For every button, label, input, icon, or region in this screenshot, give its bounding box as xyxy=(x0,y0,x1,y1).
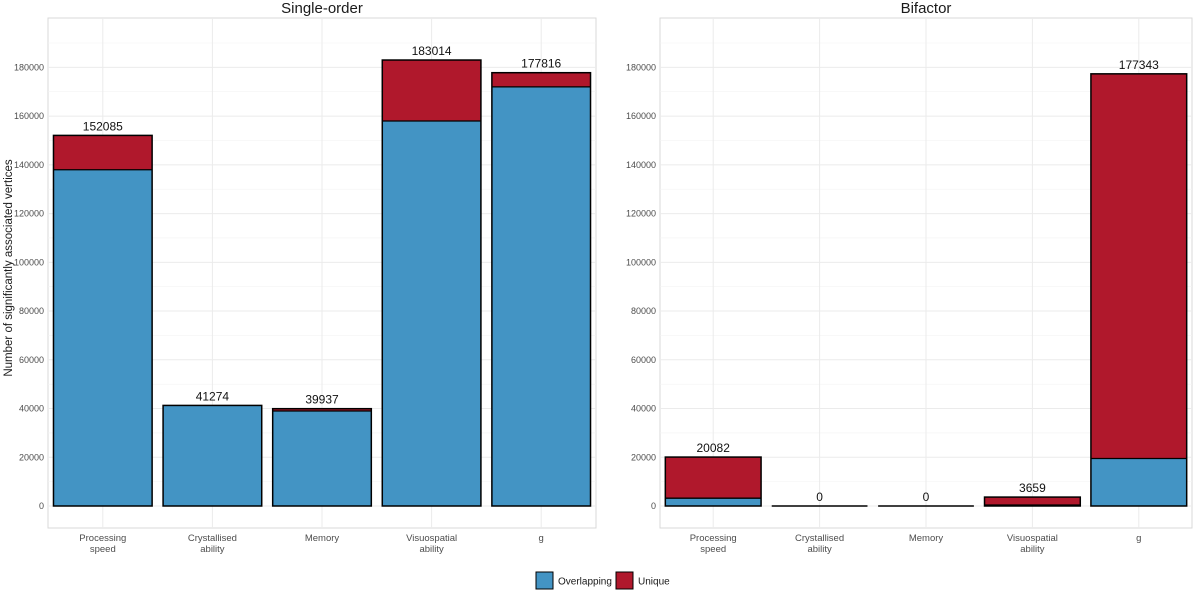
y-tick-label: 40000 xyxy=(19,404,44,414)
x-tick-label: Processing speed xyxy=(690,533,737,555)
bar-outline xyxy=(162,404,263,507)
y-tick-label: 160000 xyxy=(14,111,44,121)
x-tick-label: g xyxy=(1136,533,1141,544)
y-tick-label: 60000 xyxy=(19,355,44,365)
x-tick-label: g xyxy=(539,533,544,544)
bar-outline xyxy=(381,59,482,507)
legend-label-unique: Unique xyxy=(638,577,670,588)
bar-total-label: 0 xyxy=(923,490,930,504)
legend-key-overlapping xyxy=(535,571,554,590)
panels: 0 20000 40000 60000 80000 100000 120000 140000 1… xyxy=(14,0,1193,555)
bar-total-label: 183014 xyxy=(412,44,452,58)
legend-key-unique xyxy=(615,571,634,590)
bar-segment-unique xyxy=(665,457,762,499)
bar-segment-unique xyxy=(984,497,1081,506)
bar-outline xyxy=(664,456,762,507)
bar-total-label: 39937 xyxy=(305,393,339,407)
y-tick-label: 120000 xyxy=(14,209,44,219)
bar-segment-unique xyxy=(491,72,591,87)
bar-segment-overlapping xyxy=(382,120,481,507)
bar-outline xyxy=(983,496,1082,507)
y-axis-title: Number of significantly associated verti… xyxy=(3,159,15,377)
y-tick-label: 60000 xyxy=(631,355,656,365)
y-tick-label: 140000 xyxy=(626,160,656,170)
panel-0: 0 20000 40000 60000 80000 100000 120000 140000 1… xyxy=(14,0,597,555)
panel-title: Single-order xyxy=(281,0,363,17)
bar-segment-unique xyxy=(1090,73,1187,459)
y-tick-label: 0 xyxy=(39,501,44,511)
y-tick-label: 180000 xyxy=(626,62,656,72)
y-tick-label: 180000 xyxy=(14,62,44,72)
bar-segment-overlapping xyxy=(1090,458,1187,506)
bar-segment-overlapping xyxy=(53,169,153,506)
y-tick-label: 80000 xyxy=(631,306,656,316)
bar-total-label: 177816 xyxy=(521,57,561,71)
x-tick-label: Crystallised ability xyxy=(795,533,844,555)
bar-segment-unique xyxy=(272,408,372,411)
y-tick-label: 0 xyxy=(651,501,656,511)
bar-segment-unique xyxy=(53,135,153,170)
legend: Overlapping Unique xyxy=(535,571,670,590)
bar-outline xyxy=(1090,73,1188,507)
y-tick-label: 160000 xyxy=(626,111,656,121)
bar-total-label: 41274 xyxy=(196,389,230,403)
y-tick-label: 40000 xyxy=(631,404,656,414)
bar-outline xyxy=(52,134,153,507)
x-tick-label: Crystallised ability xyxy=(188,533,237,555)
y-tick-label: 20000 xyxy=(631,452,656,462)
legend-label-overlapping: Overlapping xyxy=(558,577,612,588)
bar-outline xyxy=(491,71,592,507)
y-tick-label: 100000 xyxy=(14,257,44,267)
bar-total-label: 20082 xyxy=(697,441,731,455)
bar-total-label: 152085 xyxy=(83,119,123,133)
panel-1: 0 20000 40000 60000 80000 100000 120000 140000 1… xyxy=(626,0,1193,555)
x-tick-label: Visuospatial ability xyxy=(406,533,457,555)
bar-total-label: 0 xyxy=(816,490,823,504)
y-tick-label: 80000 xyxy=(19,306,44,316)
y-tick-label: 140000 xyxy=(14,160,44,170)
bar-segment-overlapping xyxy=(163,405,262,506)
bar-segment-overlapping xyxy=(665,498,762,506)
x-tick-label: Memory xyxy=(909,533,944,544)
panel-title: Bifactor xyxy=(901,0,952,17)
x-tick-label: Processing speed xyxy=(79,533,126,555)
x-tick-label: Visuospatial ability xyxy=(1007,533,1058,555)
bar-outline xyxy=(271,407,373,507)
y-tick-label: 20000 xyxy=(19,452,44,462)
bar-segment-overlapping xyxy=(491,86,591,506)
y-tick-label: 100000 xyxy=(626,257,656,267)
y-tick-label: 120000 xyxy=(626,209,656,219)
x-tick-label: Memory xyxy=(305,533,340,544)
bar-segment-unique xyxy=(382,60,481,121)
bar-total-label: 3659 xyxy=(1019,481,1046,495)
bar-segment-overlapping xyxy=(272,410,372,506)
bar-total-label: 177343 xyxy=(1119,58,1159,72)
